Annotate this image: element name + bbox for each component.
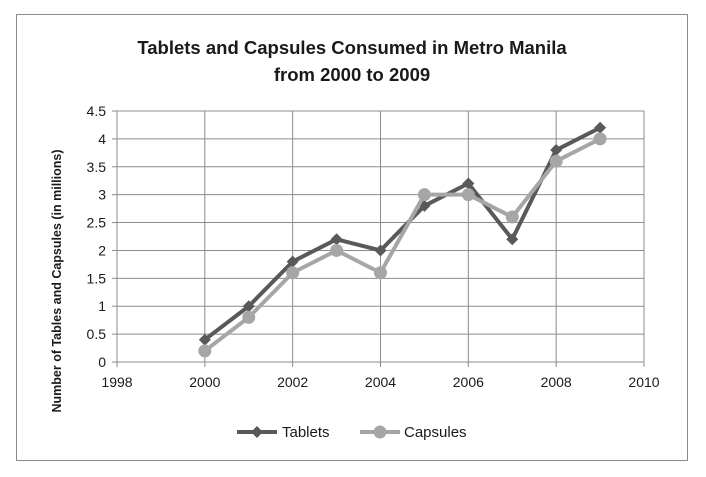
y-tick-label: 0 [98,354,106,370]
legend-label: Tablets [282,424,330,441]
tablets-point [506,233,519,246]
capsules-point [417,188,431,202]
legend-item-capsules: Capsules [360,424,467,441]
capsules-point [549,154,563,168]
chart-title-line-2: from 2000 to 2009 [273,64,431,85]
tablets-point [242,300,255,313]
y-axis-label: Number of Tables and Capsules (in millio… [50,149,64,412]
x-tick-label: 2002 [277,374,308,390]
capsules-point [330,243,344,257]
capsules-point [198,344,212,358]
tablets-point [462,177,475,190]
grid [117,110,645,362]
y-tick-label: 4 [98,131,106,147]
tablets-point [550,144,563,157]
y-tick-label: 1.5 [87,270,107,286]
y-tick-label: 3 [98,187,106,203]
chart-title-line-1: Tablets and Capsules Consumed in Metro M… [137,37,567,58]
y-tick-label: 2.5 [87,215,107,231]
capsules-point [286,266,300,280]
capsules-point [374,266,387,280]
legend-item-tablets: Tablets [237,424,330,441]
x-tick-label: 2006 [453,374,484,390]
y-tick-label: 4.5 [87,103,107,119]
y-tick-label: 3.5 [87,159,107,175]
legend-label: Capsules [404,424,467,441]
x-tick-label: 2004 [365,374,396,390]
tablets-point [286,255,299,268]
legend-marker [373,425,387,439]
axes [112,110,645,367]
capsules-point [461,188,475,202]
tablets-line [203,125,601,342]
y-tick-label: 0.5 [87,326,107,342]
capsules-point [242,310,256,324]
tablets-point [330,233,343,246]
x-tick-label: 2010 [628,374,659,390]
tablets-point [594,121,607,134]
capsules-point [505,210,519,224]
legend: Tablets Capsules [237,424,467,441]
legend-marker [251,426,263,438]
x-tick-label: 2008 [541,374,572,390]
chart-title: Tablets and Capsules Consumed in Metro M… [16,34,688,88]
series-tablets [198,121,607,346]
capsules-point [593,132,607,146]
series-group [198,121,607,358]
tablets-point [374,244,387,257]
y-tick-label: 1 [98,298,106,314]
series-capsules [198,132,607,358]
chart-frame [16,14,688,461]
tablets-point [198,333,211,346]
tick-labels: 0 0.5 1 1.5 2 2.5 3 3.5 4 4.5 1998 2000 2002 2004 2006… [87,103,660,390]
x-tick-label: 1998 [101,374,132,390]
capsules-line [203,137,601,353]
y-tick-label: 2 [98,242,106,258]
x-tick-label: 2000 [189,374,220,390]
